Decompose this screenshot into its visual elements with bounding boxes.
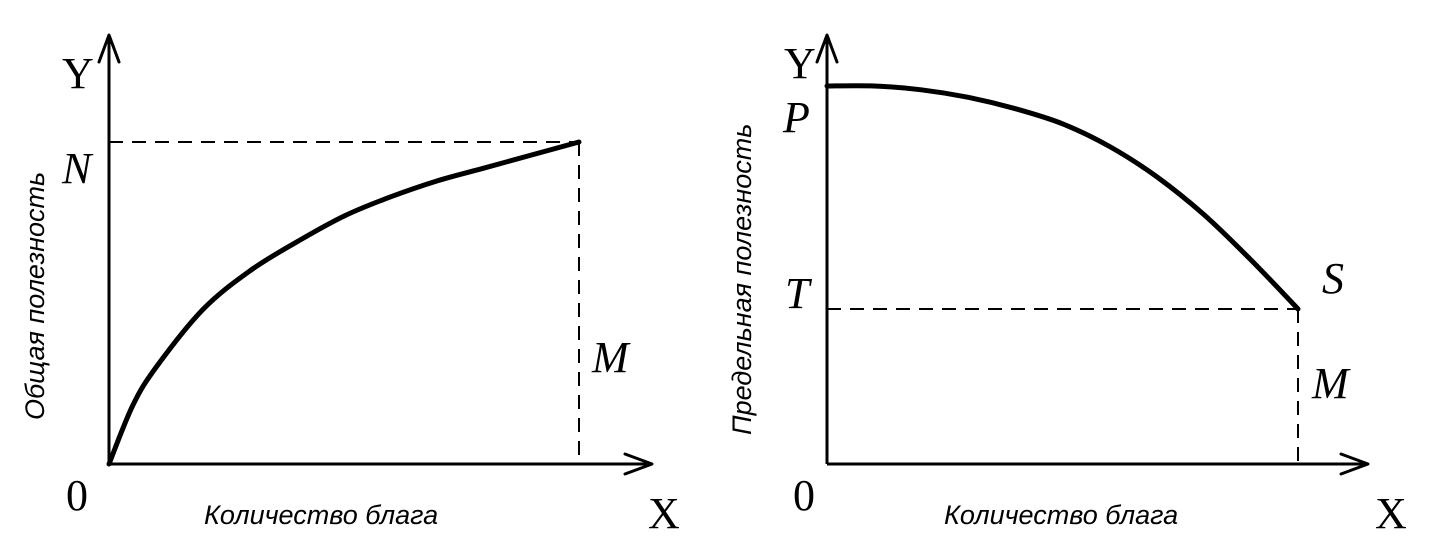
right-x-axis-arrow (1339, 452, 1370, 476)
right-x-axis-letter: X (1375, 489, 1407, 538)
left-y-axis-arrow (97, 33, 121, 64)
right-y-axis-caption: Предельная полезность (727, 124, 757, 435)
left-x-axis-caption: Количество блага (204, 500, 438, 530)
right-y-axis-arrow (815, 33, 839, 64)
right-t-label: T (785, 269, 813, 318)
left-n-label: N (61, 144, 94, 193)
right-origin-label: 0 (793, 471, 815, 520)
right-x-axis-caption: Количество блага (944, 500, 1178, 530)
left-x-axis-letter: X (648, 489, 680, 538)
left-x-axis-arrow (623, 452, 654, 476)
left-y-axis-letter: Y (62, 49, 94, 98)
right-s-label: S (1322, 254, 1344, 303)
right-m-label: M (1311, 359, 1351, 408)
total-utility-chart: Y X 0 N M Количество блага Общая полезно… (20, 33, 680, 538)
right-p-label: P (782, 93, 810, 142)
marginal-utility-chart: Y X 0 P T S M Количество блага Предельна… (727, 33, 1407, 538)
total-utility-curve (106, 139, 582, 467)
marginal-utility-curve (824, 83, 1301, 312)
left-origin-label: 0 (66, 471, 88, 520)
left-m-label: M (591, 333, 631, 382)
right-y-axis-letter: Y (784, 39, 816, 88)
left-y-axis-caption: Общая полезность (20, 172, 50, 420)
